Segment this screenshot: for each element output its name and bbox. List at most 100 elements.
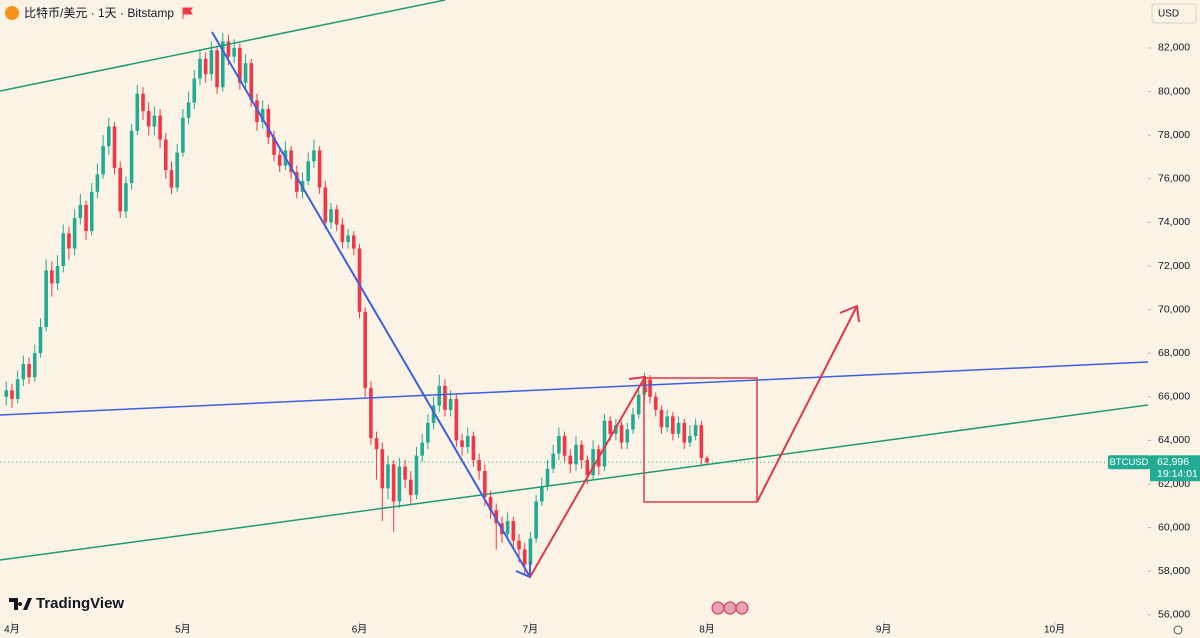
candle-body [619, 425, 624, 443]
candle-body [443, 385, 447, 410]
candle-body [215, 50, 219, 88]
candle-body [323, 187, 328, 223]
candle-body [163, 139, 168, 171]
y-tick-label: 70,000 [1158, 303, 1190, 315]
last-price: 62,996 [1157, 456, 1189, 468]
candle-body [426, 422, 430, 443]
candle-body [192, 78, 197, 103]
candle-body [38, 327, 43, 354]
candle-body [676, 422, 681, 434]
candle-body [608, 420, 612, 434]
candle-body [352, 235, 356, 249]
candle-body [260, 109, 265, 123]
candle-body [15, 379, 20, 399]
candle-body [232, 47, 236, 57]
candle-body [579, 444, 584, 461]
candle-body [585, 460, 590, 476]
candle-body [198, 58, 202, 79]
candle-body [460, 440, 464, 447]
channel-upper [0, 0, 446, 92]
candle-body [397, 466, 402, 502]
candle-body [551, 453, 556, 469]
y-tick-label: 58,000 [1158, 565, 1190, 577]
brand-name: TradingView [36, 595, 124, 612]
channel-lower [0, 404, 1149, 561]
candle-body [369, 388, 373, 439]
candle-body [391, 464, 396, 502]
range-box [643, 377, 758, 503]
event-icon[interactable] [711, 601, 725, 615]
candle-body [186, 102, 191, 118]
candle-body [471, 436, 476, 461]
resistance-line [0, 361, 1149, 416]
candle-body [693, 425, 698, 437]
event-icons [711, 601, 749, 615]
candle-body [61, 233, 66, 266]
symbol-box [1108, 455, 1150, 470]
candle-body [277, 154, 282, 166]
candle-body [414, 455, 419, 495]
candle-body [528, 538, 533, 565]
candle-body [568, 455, 573, 465]
candle-body [289, 150, 293, 173]
candle-body [55, 265, 60, 284]
candle-body [374, 438, 379, 450]
candle-body [72, 218, 77, 249]
currency[interactable]: USD [1158, 9, 1179, 20]
candle-body [408, 479, 413, 495]
candle-body [346, 235, 350, 242]
x-tick-label: 4月 [4, 624, 20, 636]
candle-body [44, 270, 48, 328]
currency-box[interactable] [1151, 3, 1197, 24]
event-icon[interactable] [735, 601, 749, 615]
candle-body [688, 436, 692, 443]
candle-body [78, 204, 83, 219]
candle-body [540, 486, 544, 502]
candle-body [27, 364, 31, 378]
candle-body [420, 442, 424, 456]
candle-body [534, 501, 538, 539]
candle-body [437, 385, 442, 406]
candle-body [636, 394, 641, 415]
candle-body [255, 100, 259, 123]
candle-body [226, 41, 231, 57]
candle-body [505, 521, 510, 535]
candle-body [431, 405, 436, 423]
candle-body [522, 549, 527, 565]
candle-body [631, 414, 635, 430]
candle-body [625, 429, 630, 443]
candle-body [386, 464, 390, 489]
candle-body [175, 152, 179, 188]
candle-body [152, 115, 157, 127]
candle-body [107, 126, 111, 147]
flag-icon [182, 7, 193, 19]
candle-body [266, 109, 271, 138]
candle-body [465, 436, 470, 447]
candle-body [665, 416, 669, 428]
symbol: BTCUSD [1109, 457, 1148, 468]
x-tick-label: 7月 [523, 624, 539, 636]
candle-body [158, 115, 162, 140]
event-icon[interactable] [723, 601, 737, 615]
candle-body [448, 398, 453, 410]
candle-body [545, 468, 550, 487]
candle-body [380, 449, 385, 489]
projection-arrow [756, 305, 858, 503]
x-tick-label: 6月 [352, 624, 368, 636]
candle-body [705, 457, 709, 463]
candle-body [203, 58, 208, 75]
settings-icon[interactable] [1173, 625, 1183, 635]
candle-body [10, 390, 14, 399]
candle-body [659, 409, 664, 428]
candle-body [699, 425, 704, 458]
candle-body [671, 416, 675, 434]
header: 比特币/美元 · 1天 · Bitstamp USD [5, 3, 1197, 24]
candle-body [95, 174, 100, 192]
y-tick-label: 74,000 [1158, 216, 1190, 228]
candle-body [317, 150, 322, 188]
x-tick-label: 5月 [175, 624, 191, 636]
candle-body [334, 209, 339, 225]
candle-body [483, 470, 487, 498]
